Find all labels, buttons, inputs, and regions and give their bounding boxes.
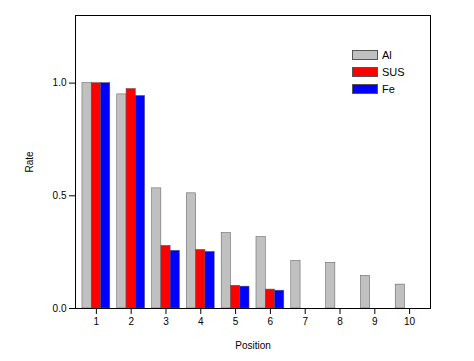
svg-text:4: 4: [198, 316, 204, 327]
svg-text:8: 8: [337, 316, 343, 327]
svg-text:2: 2: [128, 316, 134, 327]
svg-text:1.0: 1.0: [53, 77, 67, 88]
svg-text:1: 1: [94, 316, 100, 327]
svg-text:9: 9: [372, 316, 378, 327]
svg-text:3: 3: [163, 316, 169, 327]
svg-text:Position: Position: [235, 340, 271, 351]
svg-text:5: 5: [233, 316, 239, 327]
html-text:SUS: SUS: [382, 65, 405, 78]
svg-text:7: 7: [302, 316, 308, 327]
svg-text:10: 10: [404, 316, 416, 327]
html-text:Al: Al: [382, 48, 392, 61]
svg-text:Rate: Rate: [24, 151, 35, 173]
html-text:Fe: Fe: [382, 82, 395, 95]
svg-text:6: 6: [268, 316, 274, 327]
svg-text:0.5: 0.5: [53, 190, 67, 201]
svg-text:0.0: 0.0: [53, 303, 67, 314]
